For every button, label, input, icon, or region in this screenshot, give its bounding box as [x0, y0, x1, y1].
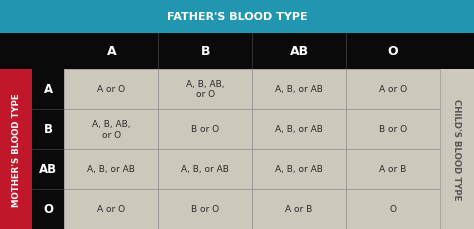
Bar	[158, 189, 252, 229]
Bar	[252, 149, 346, 189]
Text: A, B, or AB: A, B, or AB	[275, 125, 323, 134]
Text: A: A	[44, 83, 53, 96]
Bar	[32, 69, 64, 109]
Text: CHILD'S BLOOD TYPE: CHILD'S BLOOD TYPE	[453, 99, 461, 200]
Text: B or O: B or O	[379, 125, 407, 134]
Bar	[0, 0, 474, 34]
Bar	[64, 149, 158, 189]
Text: A: A	[107, 45, 116, 58]
Bar	[32, 149, 64, 189]
Bar	[346, 109, 440, 149]
Text: A, B, or AB: A, B, or AB	[181, 165, 229, 174]
Text: O: O	[43, 203, 54, 215]
Text: A, B, AB,
or O: A, B, AB, or O	[92, 120, 131, 139]
Text: A or O: A or O	[97, 85, 126, 94]
Bar	[32, 109, 64, 149]
Bar	[252, 109, 346, 149]
Text: B: B	[201, 45, 210, 58]
Bar	[440, 69, 474, 229]
Text: A or B: A or B	[379, 165, 407, 174]
Bar	[252, 189, 346, 229]
Text: FATHER'S BLOOD TYPE: FATHER'S BLOOD TYPE	[167, 12, 307, 22]
Bar	[346, 189, 440, 229]
Text: AB: AB	[39, 163, 57, 176]
Bar	[64, 189, 158, 229]
Bar	[64, 69, 158, 109]
Text: AB: AB	[290, 45, 309, 58]
Bar	[346, 69, 440, 109]
Bar	[64, 109, 158, 149]
Text: B: B	[44, 123, 53, 136]
Bar	[0, 34, 474, 69]
Text: O: O	[388, 45, 398, 58]
Text: B or O: B or O	[191, 204, 219, 213]
Bar	[158, 69, 252, 109]
Bar	[158, 109, 252, 149]
Text: A or O: A or O	[97, 204, 126, 213]
Text: A, B, or AB: A, B, or AB	[275, 165, 323, 174]
Text: A or B: A or B	[285, 204, 313, 213]
Text: A, B, or AB: A, B, or AB	[275, 85, 323, 94]
Text: A, B, AB,
or O: A, B, AB, or O	[186, 80, 225, 99]
Bar	[252, 69, 346, 109]
Bar	[0, 69, 32, 229]
Bar	[32, 189, 64, 229]
Text: B or O: B or O	[191, 125, 219, 134]
Text: A or O: A or O	[379, 85, 407, 94]
Text: MOTHER'S BLOOD TYPE: MOTHER'S BLOOD TYPE	[12, 93, 20, 206]
Text: O: O	[390, 204, 396, 213]
Text: A, B, or AB: A, B, or AB	[87, 165, 136, 174]
Bar	[346, 149, 440, 189]
Bar	[158, 149, 252, 189]
